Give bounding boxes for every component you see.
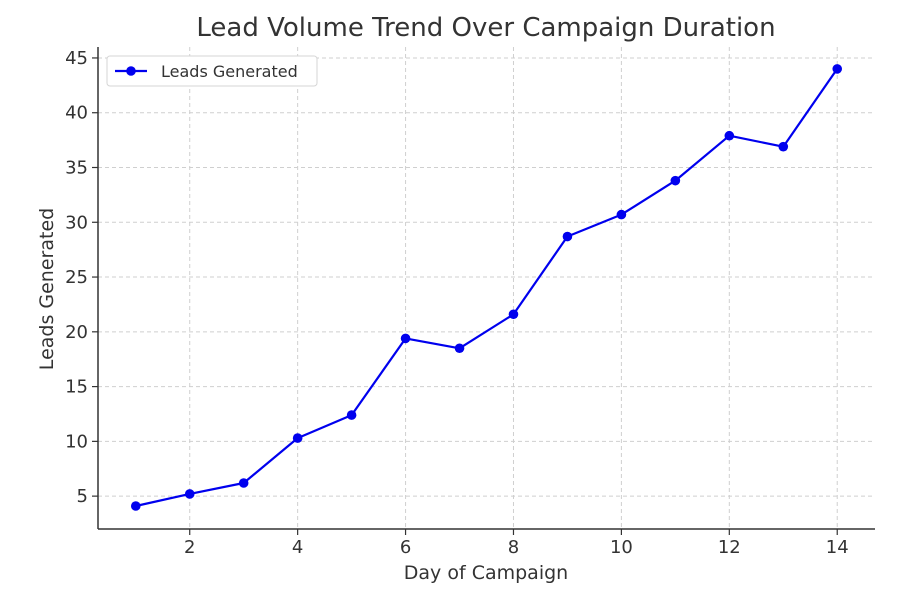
x-tick-label: 2 bbox=[184, 537, 195, 558]
x-tick-label: 4 bbox=[292, 537, 303, 558]
axes: 2 4 6 8 10 12 14 5 10 15 20 25 30 35 40 45 bbox=[65, 47, 875, 558]
data-point bbox=[778, 141, 789, 152]
data-point bbox=[400, 333, 411, 344]
y-tick-label: 30 bbox=[65, 212, 88, 233]
data-point bbox=[724, 130, 735, 141]
y-axis-label: Leads Generated bbox=[36, 208, 58, 370]
x-tick-label: 6 bbox=[400, 537, 411, 558]
chart-title: Lead Volume Trend Over Campaign Duration bbox=[196, 13, 775, 43]
y-tick-label: 45 bbox=[65, 48, 88, 69]
data-point bbox=[346, 410, 357, 420]
legend-box bbox=[106, 55, 318, 87]
x-tick-label: 8 bbox=[508, 537, 519, 558]
data-point bbox=[670, 175, 681, 186]
data-point bbox=[832, 64, 843, 74]
legend-marker-swatch bbox=[126, 66, 136, 76]
grid-layer bbox=[98, 47, 875, 529]
y-tick-label: 15 bbox=[65, 377, 88, 398]
series-layer bbox=[130, 64, 843, 511]
x-tick-label: 14 bbox=[826, 537, 849, 558]
x-tick-label: 10 bbox=[610, 537, 633, 558]
data-point bbox=[562, 231, 573, 242]
y-tick-label: 35 bbox=[65, 158, 88, 179]
data-point bbox=[508, 309, 519, 320]
x-tick-label: 12 bbox=[718, 537, 741, 558]
data-point bbox=[616, 209, 627, 220]
data-point bbox=[454, 343, 465, 354]
y-tick-label: 25 bbox=[65, 267, 88, 288]
y-tick-label: 10 bbox=[65, 431, 88, 452]
y-tick-label: 20 bbox=[65, 322, 88, 343]
data-point bbox=[238, 478, 249, 488]
data-point bbox=[130, 501, 141, 511]
series-line bbox=[135, 68, 839, 508]
legend: Leads Generated bbox=[106, 55, 318, 87]
data-point bbox=[292, 433, 303, 443]
y-tick-label: 40 bbox=[65, 103, 88, 124]
data-point bbox=[184, 489, 195, 499]
y-tick-label: 5 bbox=[77, 486, 88, 507]
x-axis-label: Day of Campaign bbox=[404, 562, 568, 584]
legend-label: Leads Generated bbox=[161, 62, 298, 81]
